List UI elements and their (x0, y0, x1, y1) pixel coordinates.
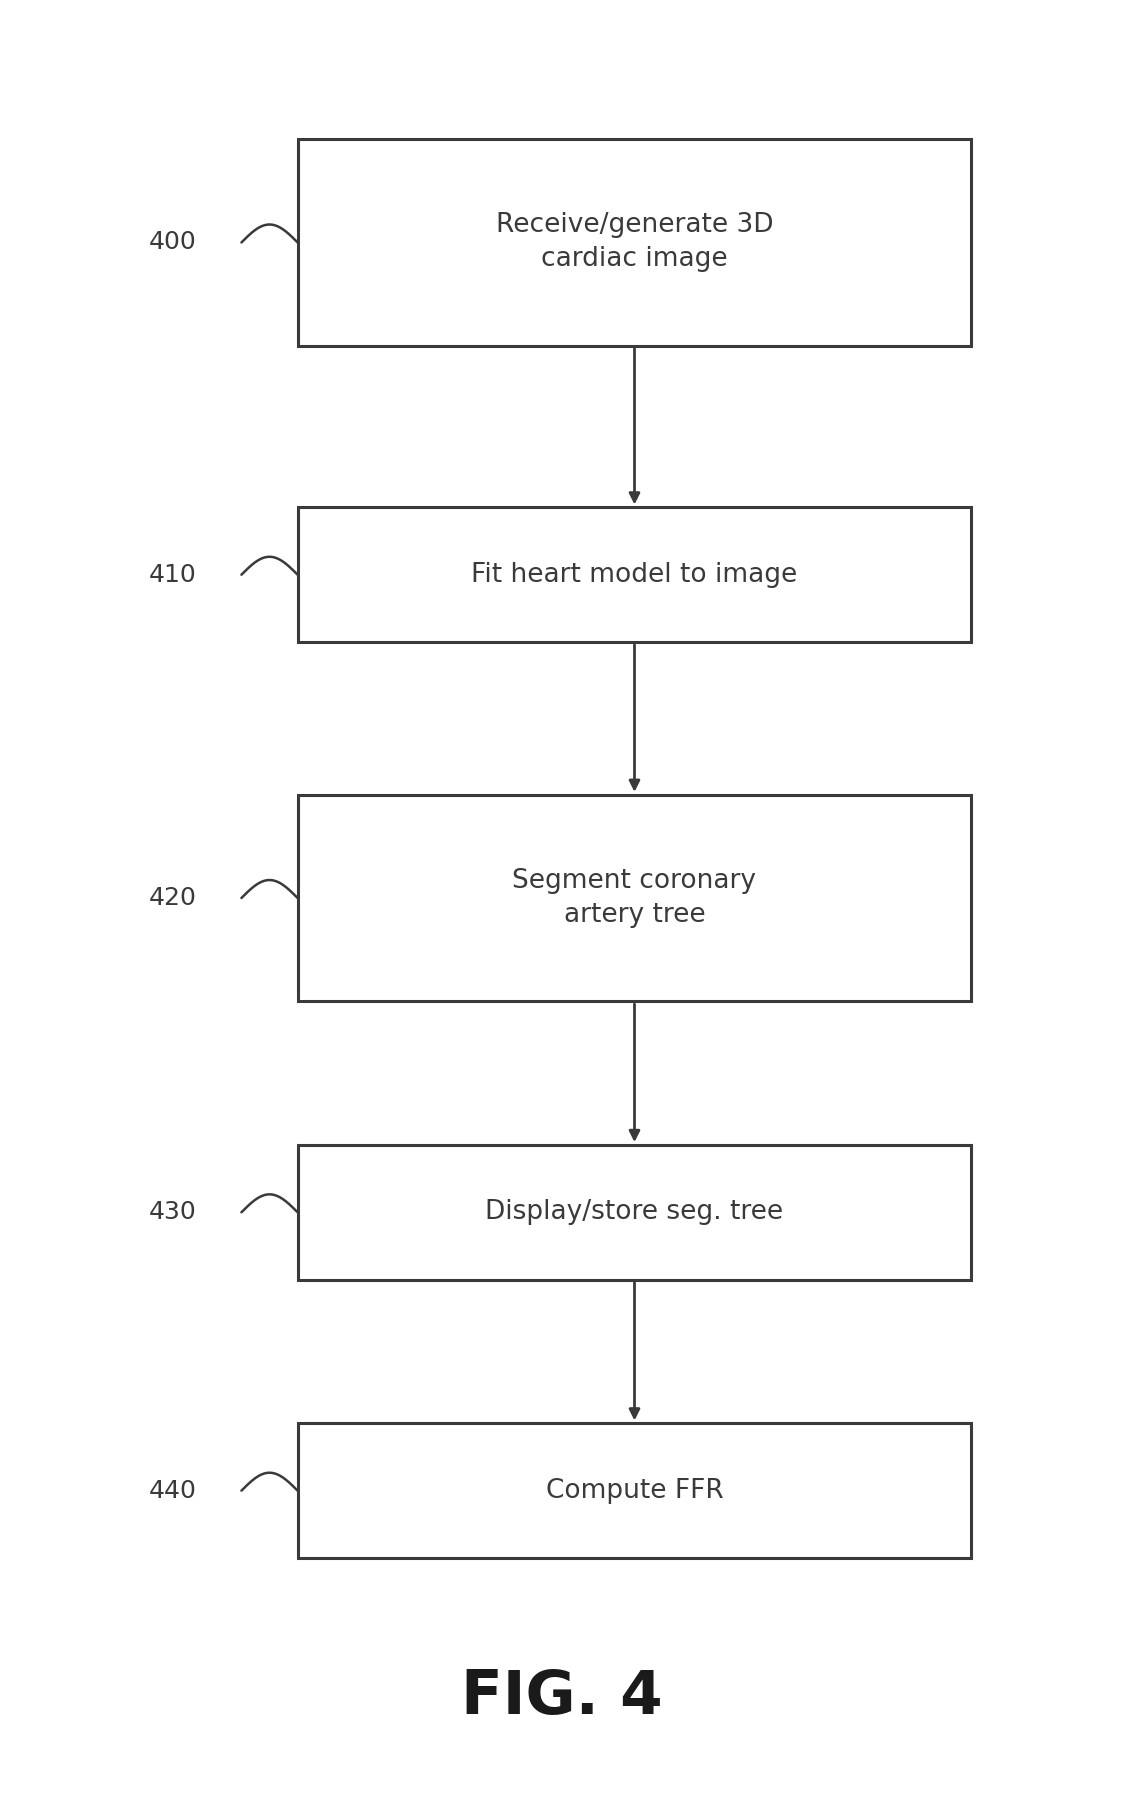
Text: FIG. 4: FIG. 4 (460, 1668, 663, 1726)
Text: Fit heart model to image: Fit heart model to image (472, 562, 797, 587)
Text: Compute FFR: Compute FFR (546, 1478, 723, 1503)
Text: 430: 430 (148, 1200, 197, 1225)
Text: 440: 440 (148, 1478, 197, 1503)
FancyBboxPatch shape (298, 1422, 971, 1557)
Text: 420: 420 (148, 885, 197, 911)
Text: 410: 410 (148, 562, 197, 587)
FancyBboxPatch shape (298, 1146, 971, 1279)
FancyBboxPatch shape (298, 794, 971, 1002)
Text: Display/store seg. tree: Display/store seg. tree (485, 1200, 784, 1225)
Text: Segment coronary
artery tree: Segment coronary artery tree (512, 867, 757, 929)
FancyBboxPatch shape (298, 506, 971, 643)
Text: Receive/generate 3D
cardiac image: Receive/generate 3D cardiac image (495, 212, 774, 273)
FancyBboxPatch shape (298, 140, 971, 345)
Text: 400: 400 (148, 230, 197, 255)
